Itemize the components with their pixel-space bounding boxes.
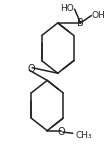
Text: HO: HO: [60, 4, 74, 13]
Text: OH: OH: [92, 11, 105, 20]
Text: O: O: [58, 127, 65, 137]
Text: B: B: [77, 18, 84, 28]
Text: O: O: [27, 64, 35, 74]
Text: CH₃: CH₃: [76, 131, 92, 140]
